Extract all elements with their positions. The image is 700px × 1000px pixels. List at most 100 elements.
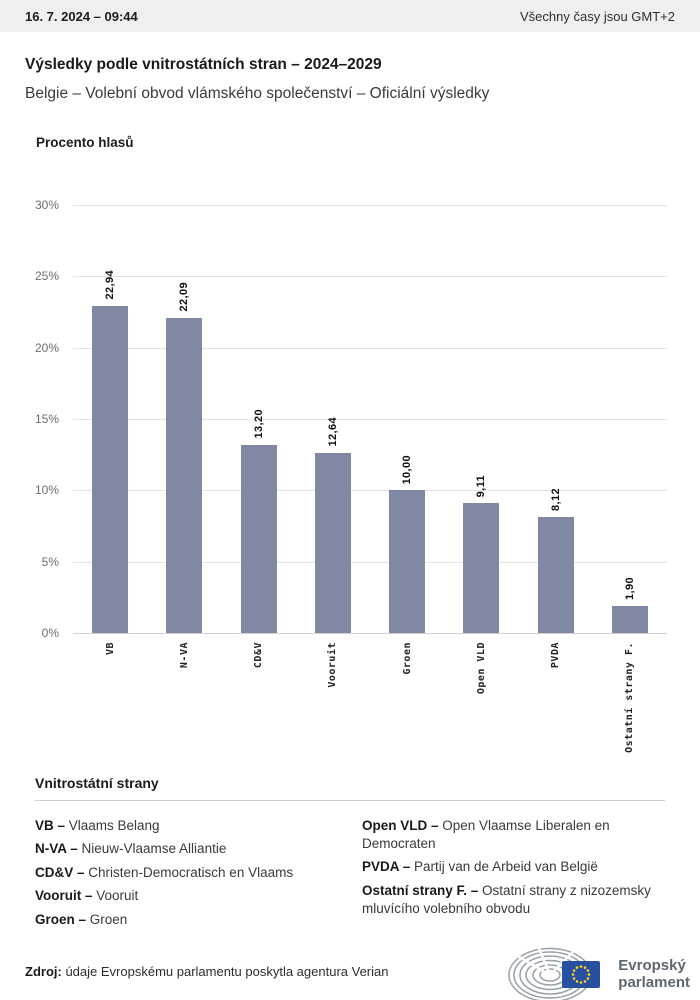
eu-star <box>575 966 579 970</box>
bar-value-label: 1,90 <box>623 576 636 600</box>
legend-entry: Vooruit – Vooruit <box>35 888 139 904</box>
bar-Ostatní strany F. <box>611 605 648 633</box>
party-abbr: Groen – <box>35 911 87 927</box>
eu-star <box>586 977 590 981</box>
x-tick-label: VB <box>104 642 116 656</box>
eu-star <box>587 973 591 977</box>
legend-entry: PVDA – Partij van de Arbeid van België <box>362 859 598 875</box>
plot-area: 30% 25% 20% 15% 10% 5% 0% 22,94 22,09 13,20 12,64 1… <box>35 198 667 640</box>
bar-slot: 1,90 <box>593 205 667 633</box>
bar-slot: 22,09 <box>147 205 221 633</box>
bar-chart: Procento hlasů 30% 25% 20% 15% 10% 5% 0% 22,94 2… <box>0 135 700 761</box>
x-tick-label: Open VLD <box>475 642 487 695</box>
bar-N-VA <box>166 317 203 633</box>
eu-parliament-logo: Evropský parlament <box>508 944 690 1000</box>
logo-line2: parlament <box>618 974 690 992</box>
bar-value-label: 12,64 <box>326 417 339 447</box>
page-title: Výsledky podle vnitrostátních stran – 20… <box>25 56 382 73</box>
party-abbr: Vooruit – <box>35 888 93 904</box>
x-tick-label: Ostatní strany F. <box>624 642 636 753</box>
legend-entry: Groen – Groen <box>35 911 128 927</box>
legend-entry: CD&V – Christen-Democratisch en Vlaams <box>35 864 294 880</box>
bar-PVDA <box>537 517 574 633</box>
bar-value-label: 10,00 <box>401 454 414 485</box>
bar-value-label: 13,20 <box>252 409 265 439</box>
bar-slot: 8,12 <box>519 205 593 633</box>
x-tick-label: Vooruit <box>327 642 339 688</box>
logo-line1: Evropský <box>618 957 686 975</box>
gridline <box>73 347 667 349</box>
eu-parliament-hemicycle-icon <box>508 945 601 1000</box>
report-datetime: 16. 7. 2024 – 09:44 <box>25 8 138 24</box>
x-tick-label: CD&V <box>253 642 265 669</box>
x-label-slot: Ostatní strany F. <box>593 642 667 761</box>
party-abbr: Ostatní strany F. – <box>362 882 479 898</box>
eu-flag-icon <box>562 961 601 989</box>
party-legend: Vnitrostátní strany VB – Vlaams Belang N-… <box>35 775 665 934</box>
x-label-slot: Vooruit <box>296 642 370 761</box>
eu-star <box>579 965 583 969</box>
y-tick-label: 30% <box>34 198 59 212</box>
legend-entry: VB – Vlaams Belang <box>35 818 160 833</box>
source-text: údaje Evropskému parlamentu poskytla age… <box>65 963 389 979</box>
x-tick-label: N-VA <box>178 642 190 669</box>
eu-star <box>571 973 575 977</box>
bar-CD&V <box>240 444 277 633</box>
gridline <box>73 561 667 563</box>
bar-value-label: 22,09 <box>178 282 191 312</box>
x-label-slot: CD&V <box>222 642 296 761</box>
eu-star <box>583 966 587 970</box>
page-subtitle: Belgie – Volební obvod vlámského společe… <box>25 85 490 102</box>
legend-column: Open VLD – Open Vlaamse Liberalen en Dem… <box>362 817 665 934</box>
bar-Vooruit <box>314 452 351 633</box>
legend-entry: Ostatní strany F. – Ostatní strany z niz… <box>362 882 651 916</box>
legend-divider <box>35 800 665 801</box>
party-abbr: PVDA – <box>362 859 411 875</box>
y-tick-label: 0% <box>41 626 59 640</box>
bar-slot: 10,00 <box>370 205 444 633</box>
gridline <box>73 419 667 420</box>
timezone-note: Všechny časy jsou GMT+2 <box>520 8 675 24</box>
y-tick-label: 5% <box>41 554 59 569</box>
party-abbr: VB – <box>35 818 66 833</box>
bar-value-label: 8,12 <box>549 488 562 512</box>
legend-entry: N-VA – Nieuw-Vlaamse Alliantie <box>35 841 227 857</box>
bar-slot: 13,20 <box>222 205 296 633</box>
party-abbr: Open VLD – <box>362 818 439 833</box>
x-label-slot: Open VLD <box>444 642 518 761</box>
x-label-slot: Groen <box>370 642 444 761</box>
x-axis-labels: VB N-VA CD&V Vooruit Groen Open VLD PVDA Ostatn… <box>73 633 667 761</box>
bar-VB <box>92 305 129 633</box>
legend-entry: Open VLD – Open Vlaamse Liberalen en Dem… <box>362 818 610 851</box>
bar-Open VLD <box>463 503 500 633</box>
x-tick-label: PVDA <box>550 642 562 669</box>
bar-slot: 12,64 <box>296 205 370 633</box>
title-block: Výsledky podle vnitrostátních stran – 20… <box>0 32 700 103</box>
chart-axis-title: Procento hlasů <box>36 135 134 150</box>
gridline <box>73 633 667 634</box>
bar-Groen <box>389 490 426 633</box>
x-tick-label: Groen <box>401 642 413 675</box>
eu-star <box>573 969 576 973</box>
legend-column: VB – Vlaams Belang N-VA – Nieuw-Vlaamse A… <box>35 817 362 934</box>
eu-star <box>575 980 579 983</box>
footer: Zdroj: údaje Evropskému parlamentu posky… <box>0 934 700 1000</box>
bar-value-label: 9,11 <box>475 474 488 498</box>
x-label-slot: N-VA <box>147 642 221 761</box>
eu-star <box>579 981 583 985</box>
y-tick-label: 25% <box>34 269 59 284</box>
bar-slot: 22,94 <box>73 205 147 633</box>
x-label-slot: VB <box>73 642 147 761</box>
logo-text: Evropský parlament <box>618 957 690 992</box>
eu-star <box>573 977 576 981</box>
eu-star <box>586 969 590 973</box>
legend-heading: Vnitrostátní strany <box>35 775 159 791</box>
bars-container: 22,94 22,09 13,20 12,64 10,00 9,11 8,12 1,90 <box>73 205 667 633</box>
top-bar: 16. 7. 2024 – 09:44 Všechny časy jsou GM… <box>0 0 700 32</box>
y-tick-label: 10% <box>34 483 59 498</box>
source-note: Zdroj: údaje Evropskému parlamentu posky… <box>25 964 388 979</box>
gridline <box>73 205 667 206</box>
y-tick-label: 15% <box>34 412 59 426</box>
x-label-slot: PVDA <box>519 642 593 761</box>
bar-slot: 9,11 <box>444 205 518 633</box>
